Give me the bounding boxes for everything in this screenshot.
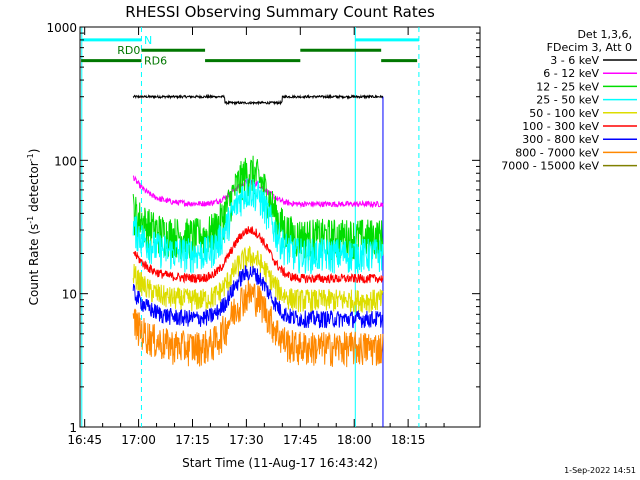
marker-lines <box>81 27 420 427</box>
chart-title: RHESSI Observing Summary Count Rates <box>125 3 435 21</box>
series-line-7 <box>132 280 384 368</box>
legend-entry-label: 12 - 25 keV <box>536 80 599 93</box>
series-line-5 <box>132 226 384 284</box>
legend-entry-label: 6 - 12 keV <box>543 67 599 80</box>
legend-entry-label: 800 - 7000 keV <box>515 146 599 159</box>
series-line-3 <box>132 178 384 275</box>
y-tick-label: 1 <box>69 421 77 435</box>
x-tick-label: 17:15 <box>175 433 210 447</box>
legend-header-line: Det 1,3,6, <box>577 28 632 41</box>
series-line-4 <box>132 245 384 313</box>
legend-header-line: FDecim 3, Att 0 <box>547 41 632 54</box>
series-line-0 <box>132 93 384 106</box>
legend-entry-label: 50 - 100 keV <box>529 107 599 120</box>
y-tick-label: 1000 <box>46 21 77 35</box>
x-tick-label: 17:30 <box>229 433 264 447</box>
x-tick-label: 17:00 <box>121 433 156 447</box>
timestamp: 1-Sep-2022 14:51 <box>564 466 636 475</box>
series-lines <box>132 93 384 368</box>
legend-entry-label: 300 - 800 keV <box>522 133 599 146</box>
legend-entry-label: 3 - 6 keV <box>550 54 599 67</box>
state-label-n: N <box>144 34 152 47</box>
y-tick-label: 100 <box>54 154 77 168</box>
y-axis: 1 10 100 1000 <box>46 21 480 435</box>
state-label-rd0: RD0 <box>117 44 140 57</box>
x-tick-label: 16:45 <box>67 433 102 447</box>
y-tick-label: 10 <box>62 288 77 302</box>
series-line-2 <box>132 155 384 262</box>
legend-entry-label: 100 - 300 keV <box>522 120 599 133</box>
x-tick-label: 18:00 <box>337 433 372 447</box>
state-label-rd6: RD6 <box>144 55 167 68</box>
series-line-6 <box>132 264 384 329</box>
legend-entry-label: 25 - 50 keV <box>536 94 599 107</box>
plot-frame <box>79 26 481 428</box>
x-axis-label: Start Time (11-Aug-17 16:43:42) <box>182 456 378 470</box>
state-bars: N RD0 RD6 <box>81 34 419 68</box>
x-tick-label: 17:45 <box>283 433 318 447</box>
plot-area <box>79 26 481 428</box>
x-axis: 16:45 17:00 17:15 17:30 17:45 18:00 18:15 <box>67 27 445 447</box>
y-axis-label: Count Rate (s-1 detector-1) <box>26 149 41 306</box>
x-tick-label: 18:15 <box>391 433 426 447</box>
legend-entry-label: 7000 - 15000 keV <box>501 160 599 173</box>
